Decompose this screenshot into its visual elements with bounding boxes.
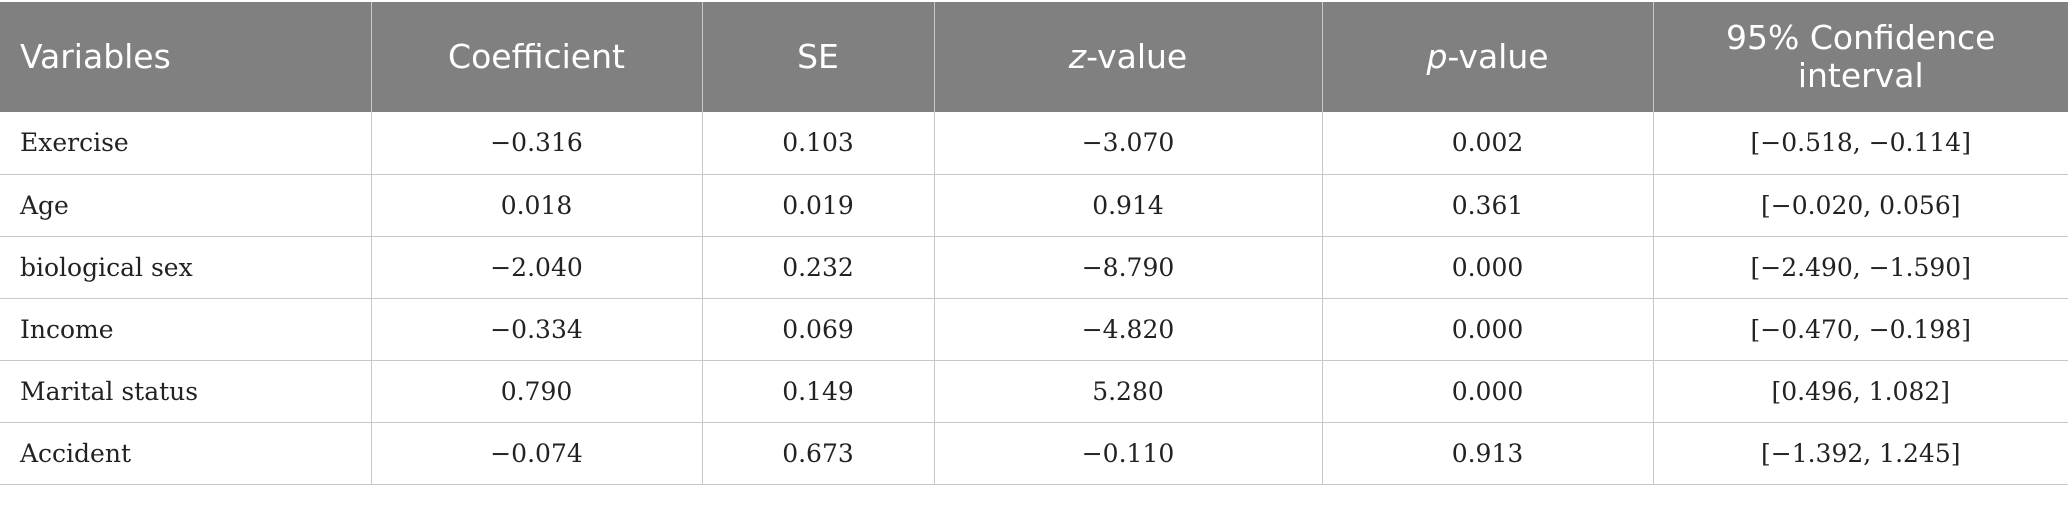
header-p-suffix: -value [1447,37,1549,76]
header-p-symbol: p [1426,37,1448,76]
cell-confidence-interval: [−1.392, 1.245] [1652,422,2068,485]
cell-z-value: −3.070 [933,112,1322,175]
cell-z-value: −4.820 [933,298,1322,361]
table-row: Income −0.334 0.069 −4.820 0.000 [−0.470… [0,298,2068,361]
cell-confidence-interval: [−0.020, 0.056] [1652,174,2068,237]
cell-se: 0.673 [701,422,934,485]
cell-confidence-interval: [−0.470, −0.198] [1652,298,2068,361]
cell-coefficient: −2.040 [370,236,702,299]
table-body: Exercise −0.316 0.103 −3.070 0.002 [−0.5… [0,112,2068,485]
cell-p-value: 0.000 [1321,360,1653,423]
cell-z-value: −0.110 [933,422,1322,485]
cell-coefficient: −0.074 [370,422,702,485]
cell-confidence-interval: [0.496, 1.082] [1652,360,2068,423]
cell-p-value: 0.361 [1321,174,1653,237]
cell-variable: Age [0,174,371,237]
cell-variable: Exercise [0,112,371,175]
header-p-value: p-value [1321,2,1653,112]
header-se: SE [701,2,934,112]
cell-coefficient: 0.018 [370,174,702,237]
regression-table-container: Variables Coefficient SE z-value p-value… [0,2,2068,485]
table-row: biological sex −2.040 0.232 −8.790 0.000… [0,236,2068,299]
header-coefficient: Coefficient [370,2,702,112]
cell-se: 0.149 [701,360,934,423]
cell-p-value: 0.913 [1321,422,1653,485]
table-row: Marital status 0.790 0.149 5.280 0.000 [… [0,360,2068,423]
cell-confidence-interval: [−0.518, −0.114] [1652,112,2068,175]
header-variables: Variables [0,2,371,112]
cell-coefficient: 0.790 [370,360,702,423]
header-confidence-interval: 95% Confidence interval [1652,2,2068,112]
cell-z-value: 5.280 [933,360,1322,423]
cell-variable: biological sex [0,236,371,299]
table-row: Accident −0.074 0.673 −0.110 0.913 [−1.3… [0,422,2068,485]
cell-z-value: −8.790 [933,236,1322,299]
header-row: Variables Coefficient SE z-value p-value… [0,2,2068,112]
table-header: Variables Coefficient SE z-value p-value… [0,2,2068,112]
cell-variable: Income [0,298,371,361]
regression-table: Variables Coefficient SE z-value p-value… [0,2,2068,485]
cell-se: 0.103 [701,112,934,175]
cell-variable: Marital status [0,360,371,423]
cell-p-value: 0.000 [1321,236,1653,299]
cell-coefficient: −0.316 [370,112,702,175]
cell-se: 0.232 [701,236,934,299]
header-z-value: z-value [933,2,1322,112]
cell-variable: Accident [0,422,371,485]
cell-coefficient: −0.334 [370,298,702,361]
cell-confidence-interval: [−2.490, −1.590] [1652,236,2068,299]
header-z-symbol: z [1068,37,1087,76]
cell-z-value: 0.914 [933,174,1322,237]
table-row: Exercise −0.316 0.103 −3.070 0.002 [−0.5… [0,112,2068,175]
cell-se: 0.019 [701,174,934,237]
header-z-suffix: -value [1086,37,1188,76]
cell-se: 0.069 [701,298,934,361]
cell-p-value: 0.002 [1321,112,1653,175]
cell-p-value: 0.000 [1321,298,1653,361]
table-row: Age 0.018 0.019 0.914 0.361 [−0.020, 0.0… [0,174,2068,237]
